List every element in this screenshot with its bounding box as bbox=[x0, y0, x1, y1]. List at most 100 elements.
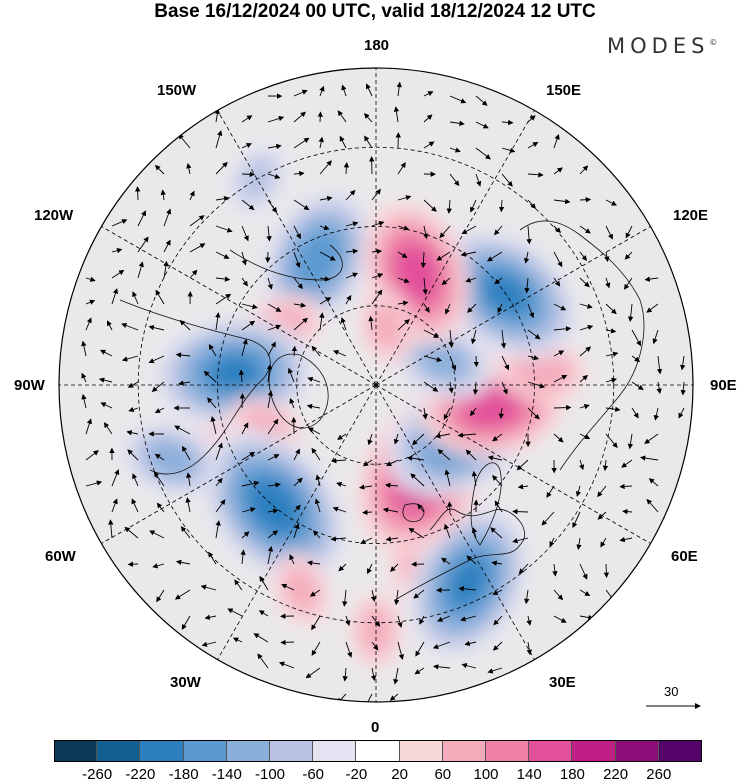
wind-arrow bbox=[631, 381, 644, 391]
colorbar-tick-label: -60 bbox=[302, 766, 325, 783]
wind-arrow bbox=[498, 407, 505, 419]
wind-arrow bbox=[605, 199, 618, 206]
wind-arrow bbox=[553, 589, 564, 601]
wind-arrow bbox=[470, 199, 477, 213]
wind-arrow bbox=[241, 143, 252, 149]
wind-arrow bbox=[215, 225, 233, 233]
wind-arrow bbox=[370, 667, 377, 682]
wind-arrow bbox=[189, 215, 205, 227]
wind-arrow bbox=[444, 469, 451, 487]
wind-arrow bbox=[241, 251, 247, 266]
wind-arrow bbox=[340, 317, 347, 331]
wind-arrow bbox=[494, 225, 503, 236]
wind-arrow bbox=[267, 199, 278, 213]
wind-arrow bbox=[178, 380, 191, 386]
wind-arrow bbox=[267, 390, 273, 409]
wind-arrow bbox=[597, 511, 607, 520]
wind-arrow bbox=[267, 303, 282, 312]
wind-arrow bbox=[207, 397, 217, 409]
wind-arrow bbox=[267, 418, 279, 435]
wind-arrow bbox=[371, 273, 384, 279]
wind-arrow bbox=[332, 506, 347, 513]
wind-arrow bbox=[345, 189, 356, 201]
wind-arrow bbox=[501, 173, 513, 187]
wind-arrow bbox=[475, 121, 489, 129]
wind-arrow bbox=[180, 526, 191, 539]
wind-arrow bbox=[572, 511, 581, 529]
wind-arrow bbox=[267, 508, 279, 514]
wind-arrow bbox=[371, 220, 385, 227]
wind-arrow bbox=[487, 667, 503, 674]
wind-arrow bbox=[266, 364, 273, 383]
wind-arrow bbox=[81, 393, 87, 409]
wind-arrow bbox=[148, 324, 165, 331]
wind-arrow bbox=[345, 272, 359, 279]
wind-arrow bbox=[85, 450, 99, 461]
wind-arrow bbox=[132, 473, 139, 487]
wind-arrow bbox=[579, 277, 590, 288]
wind-arrow bbox=[475, 95, 488, 106]
wind-arrow bbox=[305, 667, 321, 679]
colorbar-tick-label: -20 bbox=[345, 766, 368, 783]
lon-label-120w: 120W bbox=[34, 207, 74, 224]
wind-arrow bbox=[345, 615, 351, 626]
colorbar-segment bbox=[183, 740, 227, 762]
wind-arrow bbox=[289, 554, 295, 565]
wind-arrow bbox=[631, 329, 642, 347]
wind-arrow bbox=[439, 225, 451, 239]
wind-arrow bbox=[553, 374, 568, 383]
anomaly-contour bbox=[293, 228, 342, 290]
wind-arrow bbox=[526, 641, 532, 656]
wind-arrow bbox=[396, 81, 402, 97]
wind-arrow bbox=[315, 474, 321, 487]
wind-arrow bbox=[527, 407, 540, 420]
wind-arrow bbox=[410, 473, 425, 487]
wind-arrow bbox=[652, 329, 659, 345]
wind-arrow bbox=[446, 199, 452, 214]
colorbar-tick-label: 100 bbox=[473, 766, 499, 783]
colorbar-tick-label: 140 bbox=[516, 766, 542, 783]
wind-arrow bbox=[241, 225, 249, 242]
wind-arrow bbox=[449, 355, 457, 371]
wind-arrow bbox=[553, 225, 562, 234]
wind-arrow bbox=[154, 407, 165, 414]
wind-arrow bbox=[467, 303, 477, 313]
wind-arrow bbox=[445, 303, 451, 315]
wind-arrow bbox=[579, 251, 588, 262]
wind-arrow bbox=[605, 328, 617, 334]
wind-arrow bbox=[394, 589, 400, 606]
wind-arrow bbox=[579, 404, 590, 410]
wind-arrow bbox=[241, 303, 258, 310]
wind-arrow bbox=[465, 449, 477, 461]
wind-arrow bbox=[98, 377, 113, 383]
wind-arrow bbox=[175, 352, 191, 358]
wind-arrow bbox=[85, 418, 92, 435]
wind-arrow bbox=[371, 615, 381, 627]
wind-arrow bbox=[215, 195, 230, 202]
wind-arrow bbox=[579, 589, 591, 597]
coast-iceland bbox=[402, 503, 425, 522]
wind-arrow bbox=[360, 537, 373, 544]
wind-arrow bbox=[153, 471, 165, 487]
wind-arrow bbox=[619, 536, 633, 543]
wind-arrow bbox=[423, 91, 434, 97]
colorbar-segment bbox=[572, 740, 616, 762]
wind-arrow bbox=[368, 315, 374, 331]
wind-arrow bbox=[267, 115, 285, 123]
wind-arrow bbox=[318, 136, 324, 149]
wind-arrow bbox=[365, 83, 373, 97]
coastlines bbox=[119, 220, 645, 601]
wind-arrow bbox=[280, 639, 295, 646]
wind-arrow bbox=[314, 498, 321, 513]
wind-arrow bbox=[215, 520, 221, 539]
wind-arrow bbox=[174, 589, 191, 600]
wind-arrow bbox=[241, 115, 253, 123]
wind-arrow bbox=[397, 225, 410, 231]
wind-arrow bbox=[362, 509, 373, 516]
wind-arrow bbox=[181, 615, 191, 630]
lon-label-120e: 120E bbox=[673, 207, 709, 224]
wind-arrow bbox=[471, 470, 478, 487]
wind-arrow bbox=[241, 199, 255, 211]
coast-scandinavia bbox=[470, 462, 502, 546]
wind-arrow bbox=[337, 433, 347, 440]
